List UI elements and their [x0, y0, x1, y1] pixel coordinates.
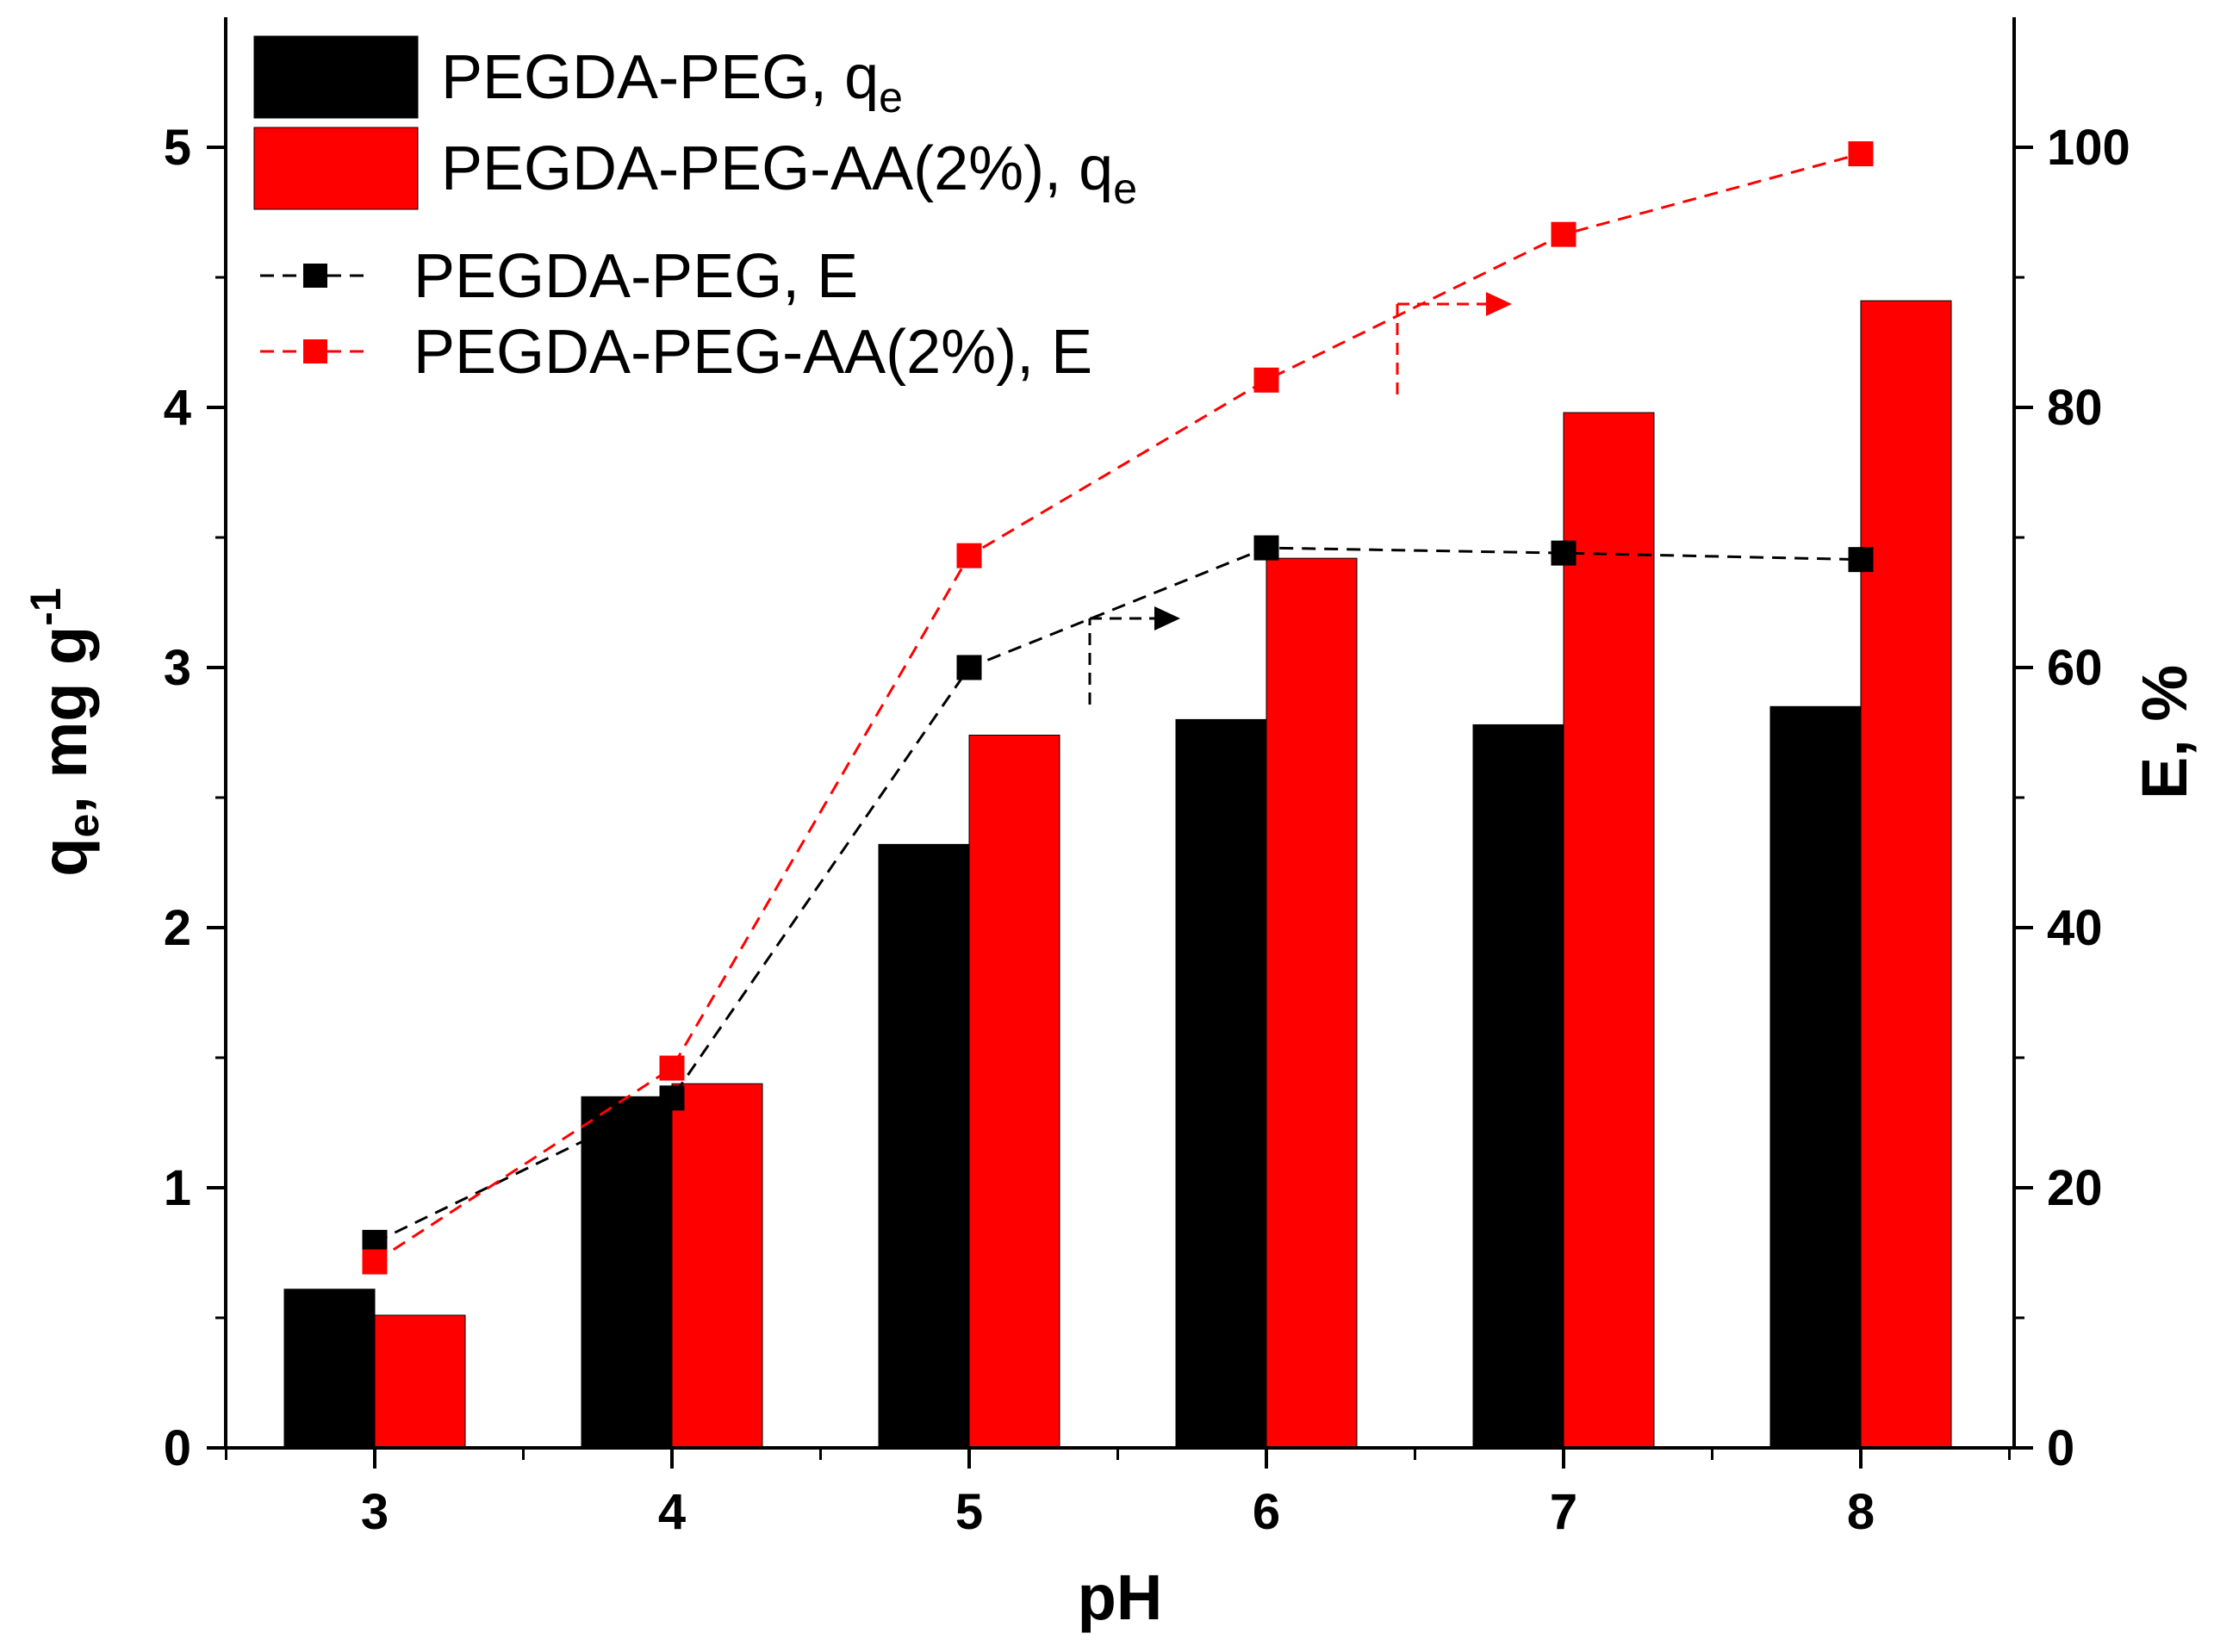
bar-pegda-peg-aa-ph-7: [1563, 412, 1655, 1449]
bars-layer: [283, 300, 1952, 1449]
x-tick-label: 6: [1253, 1484, 1280, 1540]
marker-pegda-peg-ph-7: [1551, 540, 1577, 566]
marker-pegda-peg-ph-4: [659, 1085, 685, 1111]
bar-pegda-peg-ph-8: [1769, 705, 1862, 1449]
bar-pegda-peg-ph-6: [1175, 718, 1267, 1449]
legend-swatch-pegda-peg-qe: [253, 35, 419, 119]
line-pegda-peg-e: [374, 546, 1862, 1244]
marker-pegda-peg-aa-ph-8: [1848, 141, 1874, 167]
legend-label-pegda-peg-aa-qe: PEGDA-PEG-AA(2%), qe: [441, 134, 1137, 213]
x-tick-label: 3: [361, 1484, 389, 1540]
annotations-layer: [1088, 292, 1512, 705]
line-pegda-peg-aa-e: [374, 152, 1862, 1264]
left-tick-label: 2: [164, 900, 191, 956]
lines-layer: [362, 141, 1874, 1275]
legend-swatch-pegda-peg-aa-qe: [253, 127, 419, 210]
axes-layer: 0 1 2 3 4 5 0 20 40 60 80 100 3 4 5 6 7 8 pH qe, mg g-1 E, %: [22, 17, 2200, 1633]
right-axis-title: E, %: [2129, 665, 2200, 799]
bar-pegda-peg-ph-5: [878, 843, 970, 1449]
bar-pegda-peg-ph-4: [581, 1096, 673, 1449]
x-tick-label: 7: [1550, 1484, 1577, 1540]
legend-label-pegda-peg-aa-e: PEGDA-PEG-AA(2%), E: [414, 318, 1092, 387]
marker-pegda-peg-ph-6: [1253, 535, 1279, 561]
left-tick-label: 3: [164, 640, 191, 696]
bar-pegda-peg-aa-ph-3: [374, 1314, 466, 1449]
marker-pegda-peg-ph-5: [956, 655, 982, 680]
left-tick-label: 0: [164, 1420, 191, 1476]
right-tick-label: 80: [2047, 380, 2103, 436]
left-axis-title: qe, mg g-1: [22, 587, 108, 876]
left-tick-label: 5: [164, 120, 191, 176]
right-tick-label: 40: [2047, 900, 2103, 956]
left-tick-label: 1: [164, 1160, 191, 1216]
marker-pegda-peg-aa-ph-6: [1253, 367, 1279, 393]
right-tick-label: 20: [2047, 1160, 2103, 1216]
legend-label-pegda-peg-e: PEGDA-PEG, E: [414, 242, 858, 311]
bar-pegda-peg-ph-3: [283, 1289, 376, 1449]
arrow-pegda-peg-e-head: [1154, 606, 1180, 630]
marker-pegda-peg-aa-ph-5: [956, 543, 982, 568]
bar-pegda-peg-aa-ph-8: [1860, 300, 1952, 1449]
legend-marker-pegda-peg-aa-e: [303, 339, 327, 363]
legend-label-pegda-peg-qe: PEGDA-PEG, qe: [441, 43, 903, 121]
marker-pegda-peg-aa-ph-4: [659, 1055, 685, 1081]
bar-pegda-peg-aa-ph-5: [968, 735, 1060, 1449]
marker-pegda-peg-aa-ph-7: [1551, 221, 1577, 247]
x-tick-label: 8: [1847, 1484, 1875, 1540]
right-tick-label: 100: [2047, 120, 2130, 176]
x-axis-title: pH: [1078, 1562, 1163, 1633]
x-tick-label: 4: [658, 1484, 686, 1540]
bar-pegda-peg-aa-ph-6: [1266, 557, 1358, 1449]
marker-pegda-peg-ph-8: [1848, 547, 1874, 573]
bar-pegda-peg-aa-ph-4: [671, 1083, 763, 1449]
bar-pegda-peg-ph-7: [1472, 724, 1564, 1449]
left-tick-label: 4: [164, 380, 191, 436]
right-tick-label: 0: [2047, 1420, 2074, 1476]
right-tick-label: 60: [2047, 640, 2103, 696]
legend: PEGDA-PEG, qe PEGDA-PEG-AA(2%), qe PEGDA-P…: [253, 35, 1137, 387]
legend-marker-pegda-peg-e: [303, 264, 327, 288]
arrow-pegda-peg-aa-e-head: [1486, 292, 1512, 316]
x-tick-label: 5: [955, 1484, 983, 1540]
marker-pegda-peg-aa-ph-3: [362, 1249, 388, 1275]
